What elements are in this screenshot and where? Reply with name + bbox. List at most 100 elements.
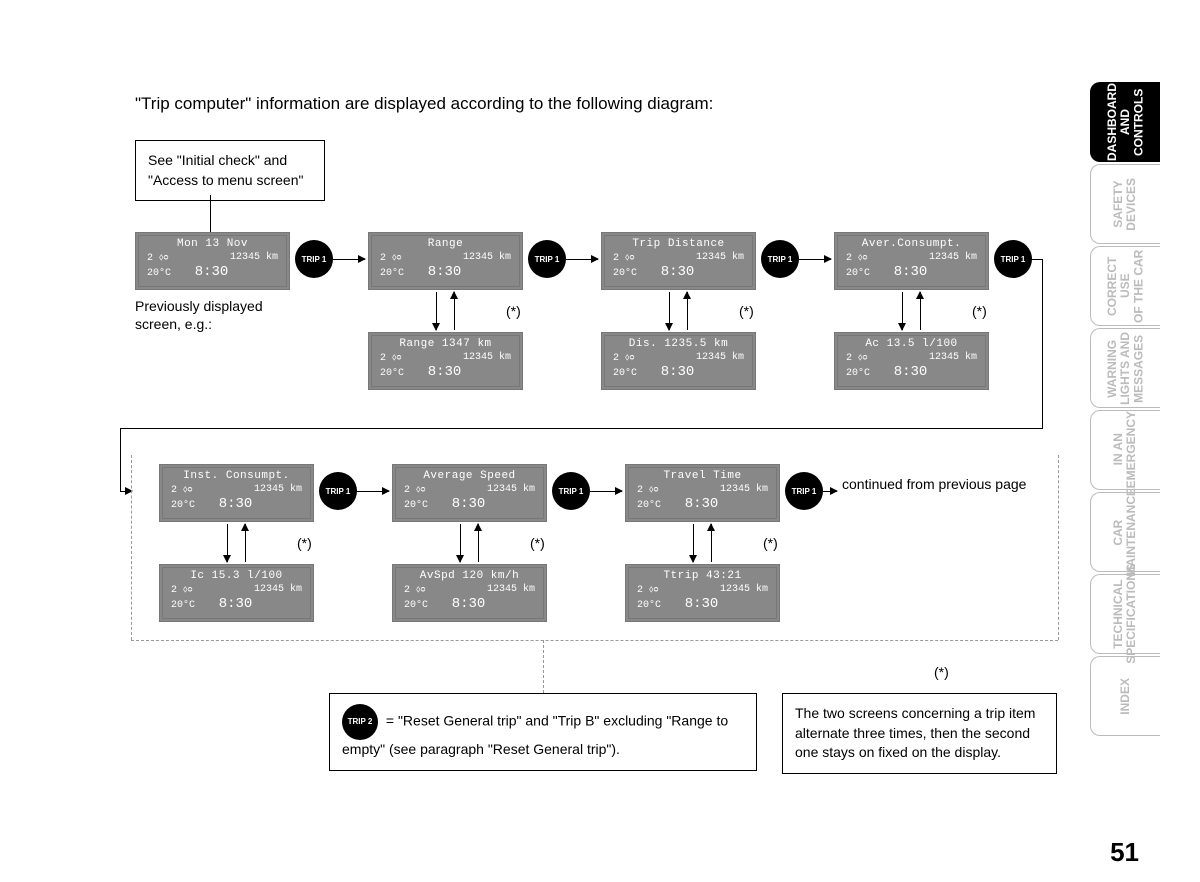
tab-label: DASHBOARD AND CONTROLS: [1106, 83, 1146, 161]
arrow-right: [799, 259, 831, 260]
lcd-temp: 20°C: [147, 268, 171, 279]
lcd-gear: 2 ⬨⚬: [613, 252, 635, 264]
connector-line: [120, 428, 1043, 429]
lcd-gear: 2 ⬨⚬: [171, 484, 193, 496]
arrow-up: [245, 524, 246, 562]
trip1-button: TRIP 1: [994, 240, 1032, 278]
dashed-line: [543, 640, 544, 693]
trip1-button: TRIP 1: [785, 472, 823, 510]
lcd-time: 8:30: [685, 496, 719, 512]
lcd-title: Inst. Consumpt.: [163, 468, 310, 484]
lcd-gear: 2 ⬨⚬: [637, 584, 659, 596]
lcd-temp: 20°C: [637, 500, 661, 511]
lcd-temp: 20°C: [171, 500, 195, 511]
lcd-title: AvSpd 120 km/h: [396, 568, 543, 584]
lcd-time: 8:30: [894, 364, 928, 380]
connector-line: [210, 195, 211, 232]
arrow-down: [436, 292, 437, 330]
tab-label: IN AN EMERGENCY: [1112, 411, 1138, 488]
lcd-temp: 20°C: [380, 368, 404, 379]
arrow-down: [460, 524, 461, 562]
lcd-title: Dis. 1235.5 km: [605, 336, 752, 352]
lcd-gear: 2 ⬨⚬: [404, 484, 426, 496]
lcd-screen: Aver.Consumpt.2 ⬨⚬12345 km20°C8:30: [834, 232, 989, 290]
trip2-note-box: TRIP 2 = "Reset General trip" and "Trip …: [329, 693, 757, 771]
connector-line: [1032, 259, 1042, 260]
lcd-screen: Trip Distance2 ⬨⚬12345 km20°C8:30: [601, 232, 756, 290]
lcd-gear: 2 ⬨⚬: [404, 584, 426, 596]
lcd-time: 8:30: [195, 264, 229, 280]
arrow-right: [566, 259, 598, 260]
lcd-screen: Range 1347 km2 ⬨⚬12345 km20°C8:30: [368, 332, 523, 390]
lcd-temp: 20°C: [846, 268, 870, 279]
side-tab[interactable]: TECHNICAL SPECIFICATIONS: [1090, 574, 1160, 654]
side-tab[interactable]: INDEX: [1090, 656, 1160, 736]
initial-check-box: See "Initial check" and "Access to menu …: [135, 140, 325, 201]
side-tab[interactable]: SAFETY DEVICES: [1090, 164, 1160, 244]
lcd-temp: 20°C: [171, 600, 195, 611]
star-mark: (*): [530, 535, 545, 551]
lcd-gear: 2 ⬨⚬: [147, 252, 169, 264]
lcd-title: Travel Time: [629, 468, 776, 484]
lcd-km: 12345 km: [487, 484, 535, 496]
side-tab[interactable]: CAR MAINTENANCE: [1090, 492, 1160, 572]
lcd-temp: 20°C: [637, 600, 661, 611]
lcd-time: 8:30: [219, 496, 253, 512]
lcd-title: Mon 13 Nov: [139, 236, 286, 252]
tab-label: SAFETY DEVICES: [1112, 178, 1138, 231]
dashed-line: [131, 640, 1058, 641]
page-heading: "Trip computer" information are displaye…: [135, 94, 713, 114]
lcd-time: 8:30: [219, 596, 253, 612]
lcd-gear: 2 ⬨⚬: [380, 252, 402, 264]
arrow-down: [227, 524, 228, 562]
lcd-title: Aver.Consumpt.: [838, 236, 985, 252]
lcd-time: 8:30: [661, 264, 695, 280]
note-box: The two screens concerning a trip item a…: [782, 693, 1057, 774]
star-mark: (*): [506, 303, 521, 319]
lcd-title: Trip Distance: [605, 236, 752, 252]
lcd-km: 12345 km: [720, 584, 768, 596]
lcd-gear: 2 ⬨⚬: [846, 252, 868, 264]
side-tab[interactable]: DASHBOARD AND CONTROLS: [1090, 82, 1160, 162]
arrow-right: [590, 491, 622, 492]
lcd-time: 8:30: [685, 596, 719, 612]
side-tab[interactable]: IN AN EMERGENCY: [1090, 410, 1160, 490]
lcd-temp: 20°C: [380, 268, 404, 279]
lcd-time: 8:30: [452, 496, 486, 512]
lcd-gear: 2 ⬨⚬: [613, 352, 635, 364]
connector-line: [1042, 259, 1043, 428]
tab-label: TECHNICAL SPECIFICATIONS: [1112, 564, 1138, 664]
lcd-gear: 2 ⬨⚬: [846, 352, 868, 364]
dashed-line: [131, 455, 132, 640]
side-tab[interactable]: CORRECT USE OF THE CAR: [1090, 246, 1160, 326]
lcd-km: 12345 km: [230, 252, 278, 264]
trip2-text: = "Reset General trip" and "Trip B" excl…: [342, 713, 728, 757]
note-text: The two screens concerning a trip item a…: [795, 705, 1035, 760]
arrow-up: [711, 524, 712, 562]
star-mark: (*): [763, 535, 778, 551]
lcd-title: Ic 15.3 l/100: [163, 568, 310, 584]
tab-label: WARNING LIGHTS AND MESSAGES: [1106, 332, 1146, 405]
lcd-screen: Ttrip 43:212 ⬨⚬ 12345 km 20°C 8:30: [625, 564, 780, 622]
lcd-screen: Inst. Consumpt.2 ⬨⚬12345 km20°C8:30: [159, 464, 314, 522]
lcd-km: 12345 km: [720, 484, 768, 496]
side-tabs: DASHBOARD AND CONTROLS SAFETY DEVICES CORR…: [1090, 82, 1160, 738]
lcd-gear: 2 ⬨⚬: [171, 584, 193, 596]
side-tab[interactable]: WARNING LIGHTS AND MESSAGES: [1090, 328, 1160, 408]
lcd-screen: Average Speed2 ⬨⚬12345 km20°C8:30: [392, 464, 547, 522]
lcd-temp: 20°C: [404, 500, 428, 511]
lcd-temp: 20°C: [846, 368, 870, 379]
arrow-right: [823, 491, 837, 492]
arrow-down: [669, 292, 670, 330]
lcd-temp: 20°C: [404, 600, 428, 611]
tab-label: INDEX: [1119, 678, 1132, 715]
lcd-km: 12345 km: [929, 252, 977, 264]
arrow-right: [333, 259, 365, 260]
lcd-title: Ttrip 43:21: [629, 568, 776, 584]
continued-text: continued from previous page: [842, 476, 1026, 492]
lcd-km: 12345 km: [463, 352, 511, 364]
lcd-time: 8:30: [661, 364, 695, 380]
star-mark: (*): [297, 535, 312, 551]
lcd-km: 12345 km: [487, 584, 535, 596]
lcd-title: Range 1347 km: [372, 336, 519, 352]
